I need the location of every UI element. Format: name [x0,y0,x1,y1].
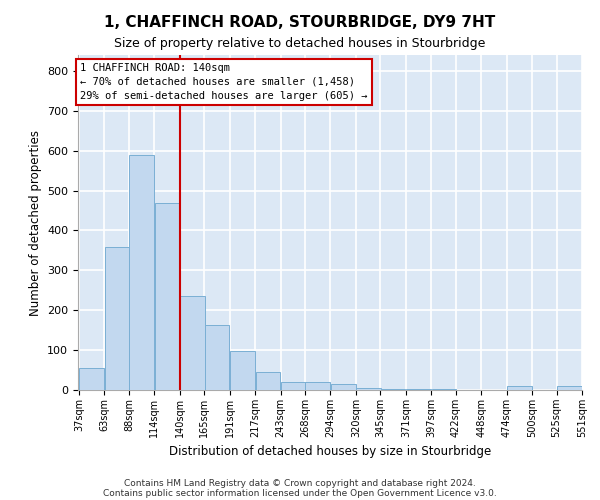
Text: 1 CHAFFINCH ROAD: 140sqm
← 70% of detached houses are smaller (1,458)
29% of sem: 1 CHAFFINCH ROAD: 140sqm ← 70% of detach… [80,63,367,101]
Bar [256,372,280,390]
Bar [129,154,154,390]
Text: 1, CHAFFINCH ROAD, STOURBRIDGE, DY9 7HT: 1, CHAFFINCH ROAD, STOURBRIDGE, DY9 7HT [104,15,496,30]
Bar [105,247,130,390]
Bar [180,296,205,390]
Bar [205,326,229,390]
Bar [331,384,356,390]
Bar [431,389,457,390]
Text: Contains HM Land Registry data © Crown copyright and database right 2024.: Contains HM Land Registry data © Crown c… [124,478,476,488]
Text: Size of property relative to detached houses in Stourbridge: Size of property relative to detached ho… [115,38,485,51]
Bar [557,386,581,390]
Text: Contains public sector information licensed under the Open Government Licence v3: Contains public sector information licen… [103,488,497,498]
Bar [356,388,381,390]
Bar [281,382,305,390]
Bar [79,368,104,390]
X-axis label: Distribution of detached houses by size in Stourbridge: Distribution of detached houses by size … [169,446,491,458]
Bar [381,389,406,390]
Y-axis label: Number of detached properties: Number of detached properties [29,130,41,316]
Bar [305,382,330,390]
Bar [507,386,532,390]
Bar [406,389,431,390]
Bar [155,202,179,390]
Bar [230,352,255,390]
